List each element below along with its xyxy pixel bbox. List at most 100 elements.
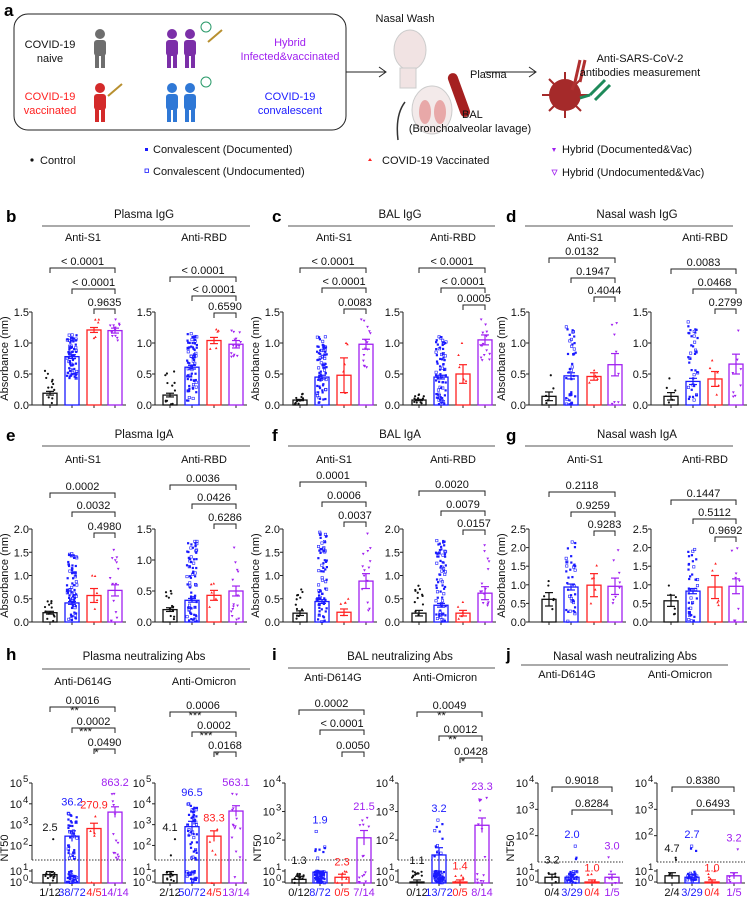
data-point xyxy=(443,572,447,576)
data-point xyxy=(344,601,347,604)
data-point xyxy=(566,328,569,331)
data-point xyxy=(435,396,438,399)
data-point xyxy=(190,612,193,616)
data-point xyxy=(72,591,76,595)
data-point xyxy=(109,620,113,623)
y-tick-exponent: 2 xyxy=(146,836,151,847)
data-point xyxy=(318,613,321,616)
data-point xyxy=(713,869,716,873)
legend-marker-conv-undoc xyxy=(144,168,149,173)
data-point xyxy=(117,855,121,859)
p-value-label: 0.0032 xyxy=(77,500,111,512)
data-point xyxy=(554,875,557,878)
y-tick-exponent: 0 xyxy=(389,873,394,884)
data-point xyxy=(195,823,199,827)
data-point xyxy=(114,318,117,321)
data-point xyxy=(573,612,577,616)
data-point xyxy=(439,590,442,593)
data-point xyxy=(90,574,94,577)
data-point xyxy=(609,870,613,873)
data-point xyxy=(667,584,670,587)
data-point xyxy=(593,879,596,882)
data-point xyxy=(74,574,77,577)
data-point xyxy=(112,548,116,552)
data-point xyxy=(75,880,79,884)
data-point xyxy=(358,824,362,827)
p-value-label: 0.0049 xyxy=(433,700,467,712)
data-point xyxy=(113,559,117,562)
legend-label-control: Control xyxy=(40,155,75,167)
bar xyxy=(86,827,102,884)
data-point xyxy=(67,851,70,855)
data-point xyxy=(69,853,73,857)
data-point xyxy=(317,376,321,379)
data-point xyxy=(316,618,320,621)
data-point xyxy=(73,614,77,618)
data-point xyxy=(575,878,578,881)
data-point xyxy=(186,583,189,586)
positive-count-label: 1/5 xyxy=(604,887,619,899)
panel-letter-j: j xyxy=(505,645,511,664)
section-title-j: Nasal wash neutralizing Abs xyxy=(553,651,697,663)
y-tick-label: 2.0 xyxy=(633,543,648,555)
p-value-label: 0.0002 xyxy=(77,716,111,728)
vaccinated-label-2: vaccinated xyxy=(24,105,77,117)
data-point xyxy=(50,380,54,383)
data-point xyxy=(570,555,573,558)
data-point xyxy=(191,546,194,549)
data-point xyxy=(717,599,720,602)
data-point xyxy=(317,594,321,597)
panel-letter-c: c xyxy=(272,207,281,226)
data-point xyxy=(229,352,233,355)
data-point xyxy=(193,339,197,343)
data-point xyxy=(66,577,69,580)
data-point xyxy=(438,548,442,552)
data-point xyxy=(72,554,75,557)
panel-letter-e: e xyxy=(6,426,15,445)
chart-subtitle: Anti-Omicron xyxy=(413,672,477,684)
comparison-bracket xyxy=(570,277,616,283)
data-point xyxy=(613,401,616,404)
y-axis-label: Absorbance (nm) xyxy=(0,316,11,400)
data-point xyxy=(694,328,697,331)
data-point xyxy=(481,880,485,883)
data-point xyxy=(217,329,220,332)
data-point xyxy=(47,396,50,399)
data-point xyxy=(195,833,198,836)
comparison-bracket xyxy=(49,267,116,273)
data-point xyxy=(195,566,198,570)
vaccinated-label-1: COVID-19 xyxy=(25,91,76,103)
data-point xyxy=(191,872,195,876)
comparison-bracket xyxy=(71,727,116,733)
y-tick-label: 0.0 xyxy=(137,400,152,412)
data-point xyxy=(195,858,198,861)
data-point xyxy=(325,366,328,369)
data-point xyxy=(442,587,446,590)
y-tick-exponent: 4 xyxy=(648,774,653,785)
bar xyxy=(358,343,374,406)
person-body xyxy=(184,94,196,110)
data-point xyxy=(435,851,439,854)
data-point xyxy=(238,856,242,859)
data-point xyxy=(237,617,241,620)
data-point xyxy=(116,858,120,861)
data-point xyxy=(595,564,598,567)
data-point xyxy=(164,374,167,377)
comparison-bracket xyxy=(93,748,116,754)
data-point xyxy=(185,564,189,567)
data-point xyxy=(574,351,577,354)
data-point xyxy=(687,568,690,571)
data-point xyxy=(435,590,439,594)
p-value-label: 0.0168 xyxy=(208,740,242,752)
data-point xyxy=(67,563,70,566)
data-point xyxy=(94,335,97,338)
chart-subtitle: Anti-RBD xyxy=(430,232,476,244)
data-point xyxy=(195,841,198,844)
comparison-bracket xyxy=(418,267,486,273)
virus-antibody-icon xyxy=(542,59,612,118)
data-point xyxy=(318,549,321,552)
p-value-label: 0.8380 xyxy=(686,775,720,787)
data-point xyxy=(67,826,70,830)
data-point xyxy=(323,559,326,562)
